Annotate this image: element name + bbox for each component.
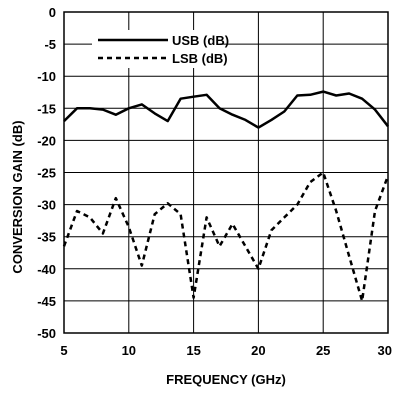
- y-tick-label: -5: [44, 37, 56, 52]
- legend-usb-label: USB (dB): [172, 33, 229, 48]
- y-tick-label: -15: [37, 101, 56, 116]
- y-tick-label: -40: [37, 262, 56, 277]
- y-tick-label: -45: [37, 294, 56, 309]
- x-tick-label: 15: [186, 343, 200, 358]
- x-axis-label: FREQUENCY (GHz): [166, 372, 286, 387]
- x-tick-label: 5: [60, 343, 67, 358]
- usb-series-line: [63, 90, 389, 129]
- y-tick-label: -50: [37, 326, 56, 341]
- x-tick-label: 20: [251, 343, 265, 358]
- legend-background: [92, 30, 220, 68]
- y-tick-label: -10: [37, 69, 56, 84]
- plot-frame: [63, 11, 389, 334]
- plot-area: [62, 90, 390, 303]
- legend: USB (dB) LSB (dB): [92, 30, 229, 68]
- x-axis-ticks: 5 10 15 20 25 30: [60, 343, 392, 358]
- x-tick-label: 10: [122, 343, 136, 358]
- y-tick-label: -30: [37, 198, 56, 213]
- x-tick-label: 25: [316, 343, 330, 358]
- y-axis-label: CONVERSION GAIN (dB): [10, 120, 25, 273]
- y-tick-label: -20: [37, 133, 56, 148]
- y-axis-ticks: 0 -5 -10 -15 -20 -25 -30 -35 -40 -45 -50: [37, 5, 56, 341]
- x-tick-label: 30: [378, 343, 392, 358]
- lsb-series-line: [62, 171, 390, 303]
- y-tick-label: -35: [37, 230, 56, 245]
- y-tick-label: -25: [37, 166, 56, 181]
- legend-lsb-label: LSB (dB): [172, 51, 228, 66]
- y-tick-label: 0: [49, 5, 56, 20]
